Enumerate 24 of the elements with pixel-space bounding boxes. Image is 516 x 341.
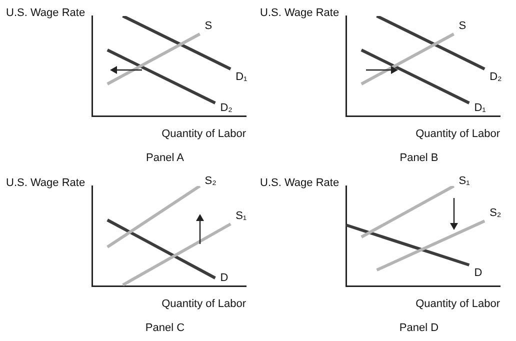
series-label: D₁ <box>236 71 248 84</box>
x-axis-title: Quantity of Labor <box>162 298 246 310</box>
y-axis-title: U.S. Wage Rate <box>260 7 340 19</box>
x-axis-title: Quantity of Labor <box>416 298 500 310</box>
series-label: S₂ <box>204 175 216 188</box>
series-label: D₂ <box>490 71 502 84</box>
series-label: D₂ <box>220 102 232 114</box>
series-label: D₁ <box>474 102 486 114</box>
series-label: S <box>458 20 466 32</box>
text: Panel C <box>144 322 186 334</box>
series-label: D <box>474 267 482 280</box>
text: Panel A <box>145 152 185 164</box>
series-label: D <box>220 272 228 284</box>
series-label: S₂ <box>490 207 502 220</box>
y-axis-title: U.S. Wage Rate <box>6 7 86 19</box>
y-axis-title: U.S. Wage Rate <box>260 177 340 189</box>
x-axis-title: Quantity of Labor <box>416 128 500 140</box>
x-axis-title: Quantity of Labor <box>162 128 246 140</box>
series-label: S₁ <box>236 210 247 222</box>
text: Panel D <box>398 322 440 334</box>
y-axis-title: U.S. Wage Rate <box>6 177 86 189</box>
series-label: S₁ <box>458 175 470 188</box>
text: Panel B <box>398 152 440 164</box>
series-label: S <box>204 20 212 32</box>
